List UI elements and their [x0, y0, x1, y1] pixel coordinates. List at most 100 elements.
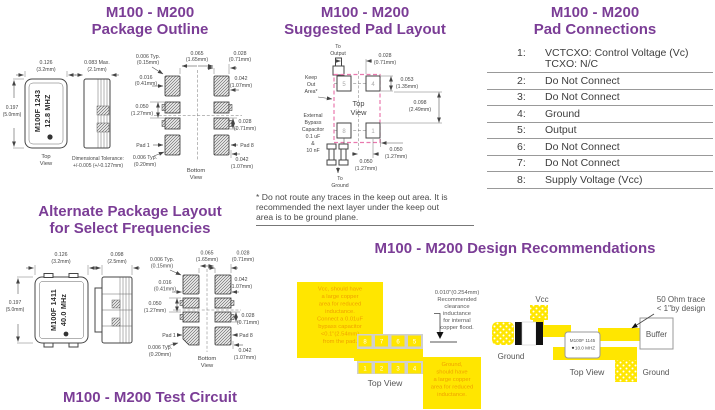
dim-text: 0.006 Typ.: [133, 155, 157, 161]
table-row: 2: Do Not Connect: [487, 73, 713, 90]
output-trace: [335, 57, 342, 67]
dim-text: (2.5mm): [107, 259, 127, 265]
dim-text: 0.083 Max.: [84, 60, 110, 66]
chip-marking: M100F 1145: [570, 338, 596, 343]
chip-top-view-pcb: 8 7 6 5 1 2 3 4: [354, 334, 423, 374]
dim-text: 0.050: [136, 104, 149, 110]
dim-text: 0.016: [159, 280, 172, 286]
pad-number: 4: [413, 367, 417, 373]
pad-number: 3:: [517, 91, 526, 103]
svg-text:bypass capacitor: bypass capacitor: [318, 324, 362, 330]
clearance-callout-text: 0.010"(0.254mm) Recommended clearance in…: [435, 290, 480, 331]
heading-line: M100 - M200 Test Circuit: [63, 389, 237, 406]
pin1-dot: [63, 331, 69, 337]
view-label: View: [201, 363, 214, 369]
pad-number: 2:: [517, 74, 526, 87]
svg-text:Ground,: Ground,: [442, 362, 463, 368]
pad-number: 4:: [517, 107, 526, 120]
dim-text: (1.35mm): [396, 84, 418, 90]
trace-to-chip: [543, 325, 571, 337]
layout-pads: 5 4 8 1: [336, 75, 381, 139]
heading-package-outline: M100 - M200 Package Outline: [55, 4, 245, 38]
oscillator-chip: M100F 1145 10.0 MHZ: [564, 331, 601, 359]
svg-text:for internal: for internal: [443, 318, 470, 324]
svg-text:inductance.: inductance.: [325, 309, 355, 315]
dim-text: 0.197: [6, 105, 19, 111]
pin1-dot: [47, 134, 53, 140]
ground-pad-right: [615, 360, 637, 382]
ground-callout-box: [423, 357, 481, 409]
pad-description: Supply Voltage (Vcc): [545, 173, 643, 186]
dim-text: (1.27mm): [144, 308, 166, 314]
dim-text: (1.07mm): [230, 284, 252, 290]
alternate-package-drawing: M100F 1411 40.0 MHz 0.126 (3.2mm) 0.197 …: [6, 251, 260, 370]
pad-description: Do Not Connect: [545, 140, 620, 153]
dim-text: (3.2mm): [51, 259, 71, 265]
dim-text: (1.27mm): [385, 154, 407, 160]
view-label: Bottom: [198, 356, 217, 362]
svg-text:area for reduced: area for reduced: [319, 302, 362, 308]
pad-number: 4: [371, 82, 375, 88]
pad-number: 7: [380, 340, 384, 346]
dim-text: (0.71mm): [374, 60, 396, 66]
dim-text: 0.050: [149, 301, 162, 307]
table-row: 4: Ground: [487, 106, 713, 123]
bypass-capacitor-label: External: [303, 113, 322, 119]
pin1-dot: [571, 346, 575, 349]
chip-frequency: 40.0 MHz: [59, 294, 68, 327]
dim-text: 0.028: [234, 51, 247, 57]
pad1-label: Pad 1: [136, 143, 150, 149]
pad-number: 6:: [517, 140, 526, 153]
dim-text: 0.050: [390, 147, 403, 153]
dim-text: (1.07mm): [234, 355, 256, 361]
pad-number: 1: [371, 129, 375, 135]
pad-number: 5:: [517, 124, 526, 136]
table-row: 8: Supply Voltage (Vcc): [487, 172, 713, 189]
dim-text: 0.197: [9, 300, 22, 306]
pad-description: Output: [545, 124, 577, 136]
heading-design-recommendations: M100 - M200 Design Recommendations: [350, 240, 680, 257]
buffer-label: Buffer: [646, 330, 668, 339]
bypass-capacitor-label: Capacitor: [302, 127, 324, 133]
suggested-pad-layout-drawing: To Output 5 4 8 1 Top View 0.028 (0.71mm…: [302, 44, 442, 189]
heading-pad-connections: M100 - M200 Pad Connections: [500, 4, 690, 38]
bypass-capacitors: [326, 138, 349, 166]
dim-text: (5.0mm): [3, 112, 22, 118]
keep-out-label: Keep: [305, 75, 317, 81]
heading-line: Pad Connections: [533, 21, 657, 38]
heading-line: Package Outline: [91, 21, 209, 38]
keep-out-label: Out: [307, 82, 316, 88]
view-label: View: [40, 161, 53, 167]
dim-text: 0.126: [55, 252, 68, 258]
table-row: 1: VCTCXO: Control Voltage (Vc) TCXO: N/…: [487, 45, 713, 73]
dim-text: (0.71mm): [229, 57, 251, 63]
trace-note: < 1"by design: [657, 304, 705, 313]
dim-text: (1.65mm): [196, 257, 218, 263]
ground-label: Ground: [643, 368, 670, 377]
alternate-side-view: 0.098 (2.5mm): [94, 252, 140, 344]
clearance-leader-line: [434, 313, 441, 332]
package-top-view: M100F 1243 12.8 MHZ 0.126 (3.2mm) 0.197 …: [3, 60, 76, 167]
vcc-label: Vcc: [535, 295, 548, 304]
dim-text: (0.20mm): [134, 162, 156, 168]
svg-text:Recommended: Recommended: [437, 297, 476, 303]
pad8-label: Pad 8: [240, 143, 254, 149]
keep-out-note: * Do not route any traces in the keep ou…: [256, 192, 474, 226]
dim-text: 0.016: [140, 75, 153, 81]
table-row: 5: Output: [487, 123, 713, 139]
alternate-bottom-view: 0.065 (1.65mm) 0.028 (0.71mm) 0.006 Typ.…: [144, 251, 259, 370]
buffer-box: [639, 317, 674, 350]
dim-text: (3.2mm): [36, 67, 56, 73]
view-label: View: [190, 175, 203, 181]
heading-line: M100 - M200: [550, 4, 640, 21]
heading-pad-layout: M100 - M200 Suggested Pad Layout: [270, 4, 460, 38]
dim-text: 0.042: [239, 348, 252, 354]
chip-marking: M100F 1411: [49, 289, 58, 331]
dim-text: 0.006 Typ.: [136, 54, 160, 60]
svg-text:a large copper: a large copper: [321, 294, 358, 300]
pad-connections-table: 1: VCTCXO: Control Voltage (Vc) TCXO: N/…: [487, 45, 713, 189]
pad-number: 3: [396, 367, 400, 373]
dim-text: 0.006 Typ.: [150, 257, 174, 263]
dim-text: 0.028: [239, 119, 252, 125]
pad-number: 7:: [517, 157, 526, 169]
